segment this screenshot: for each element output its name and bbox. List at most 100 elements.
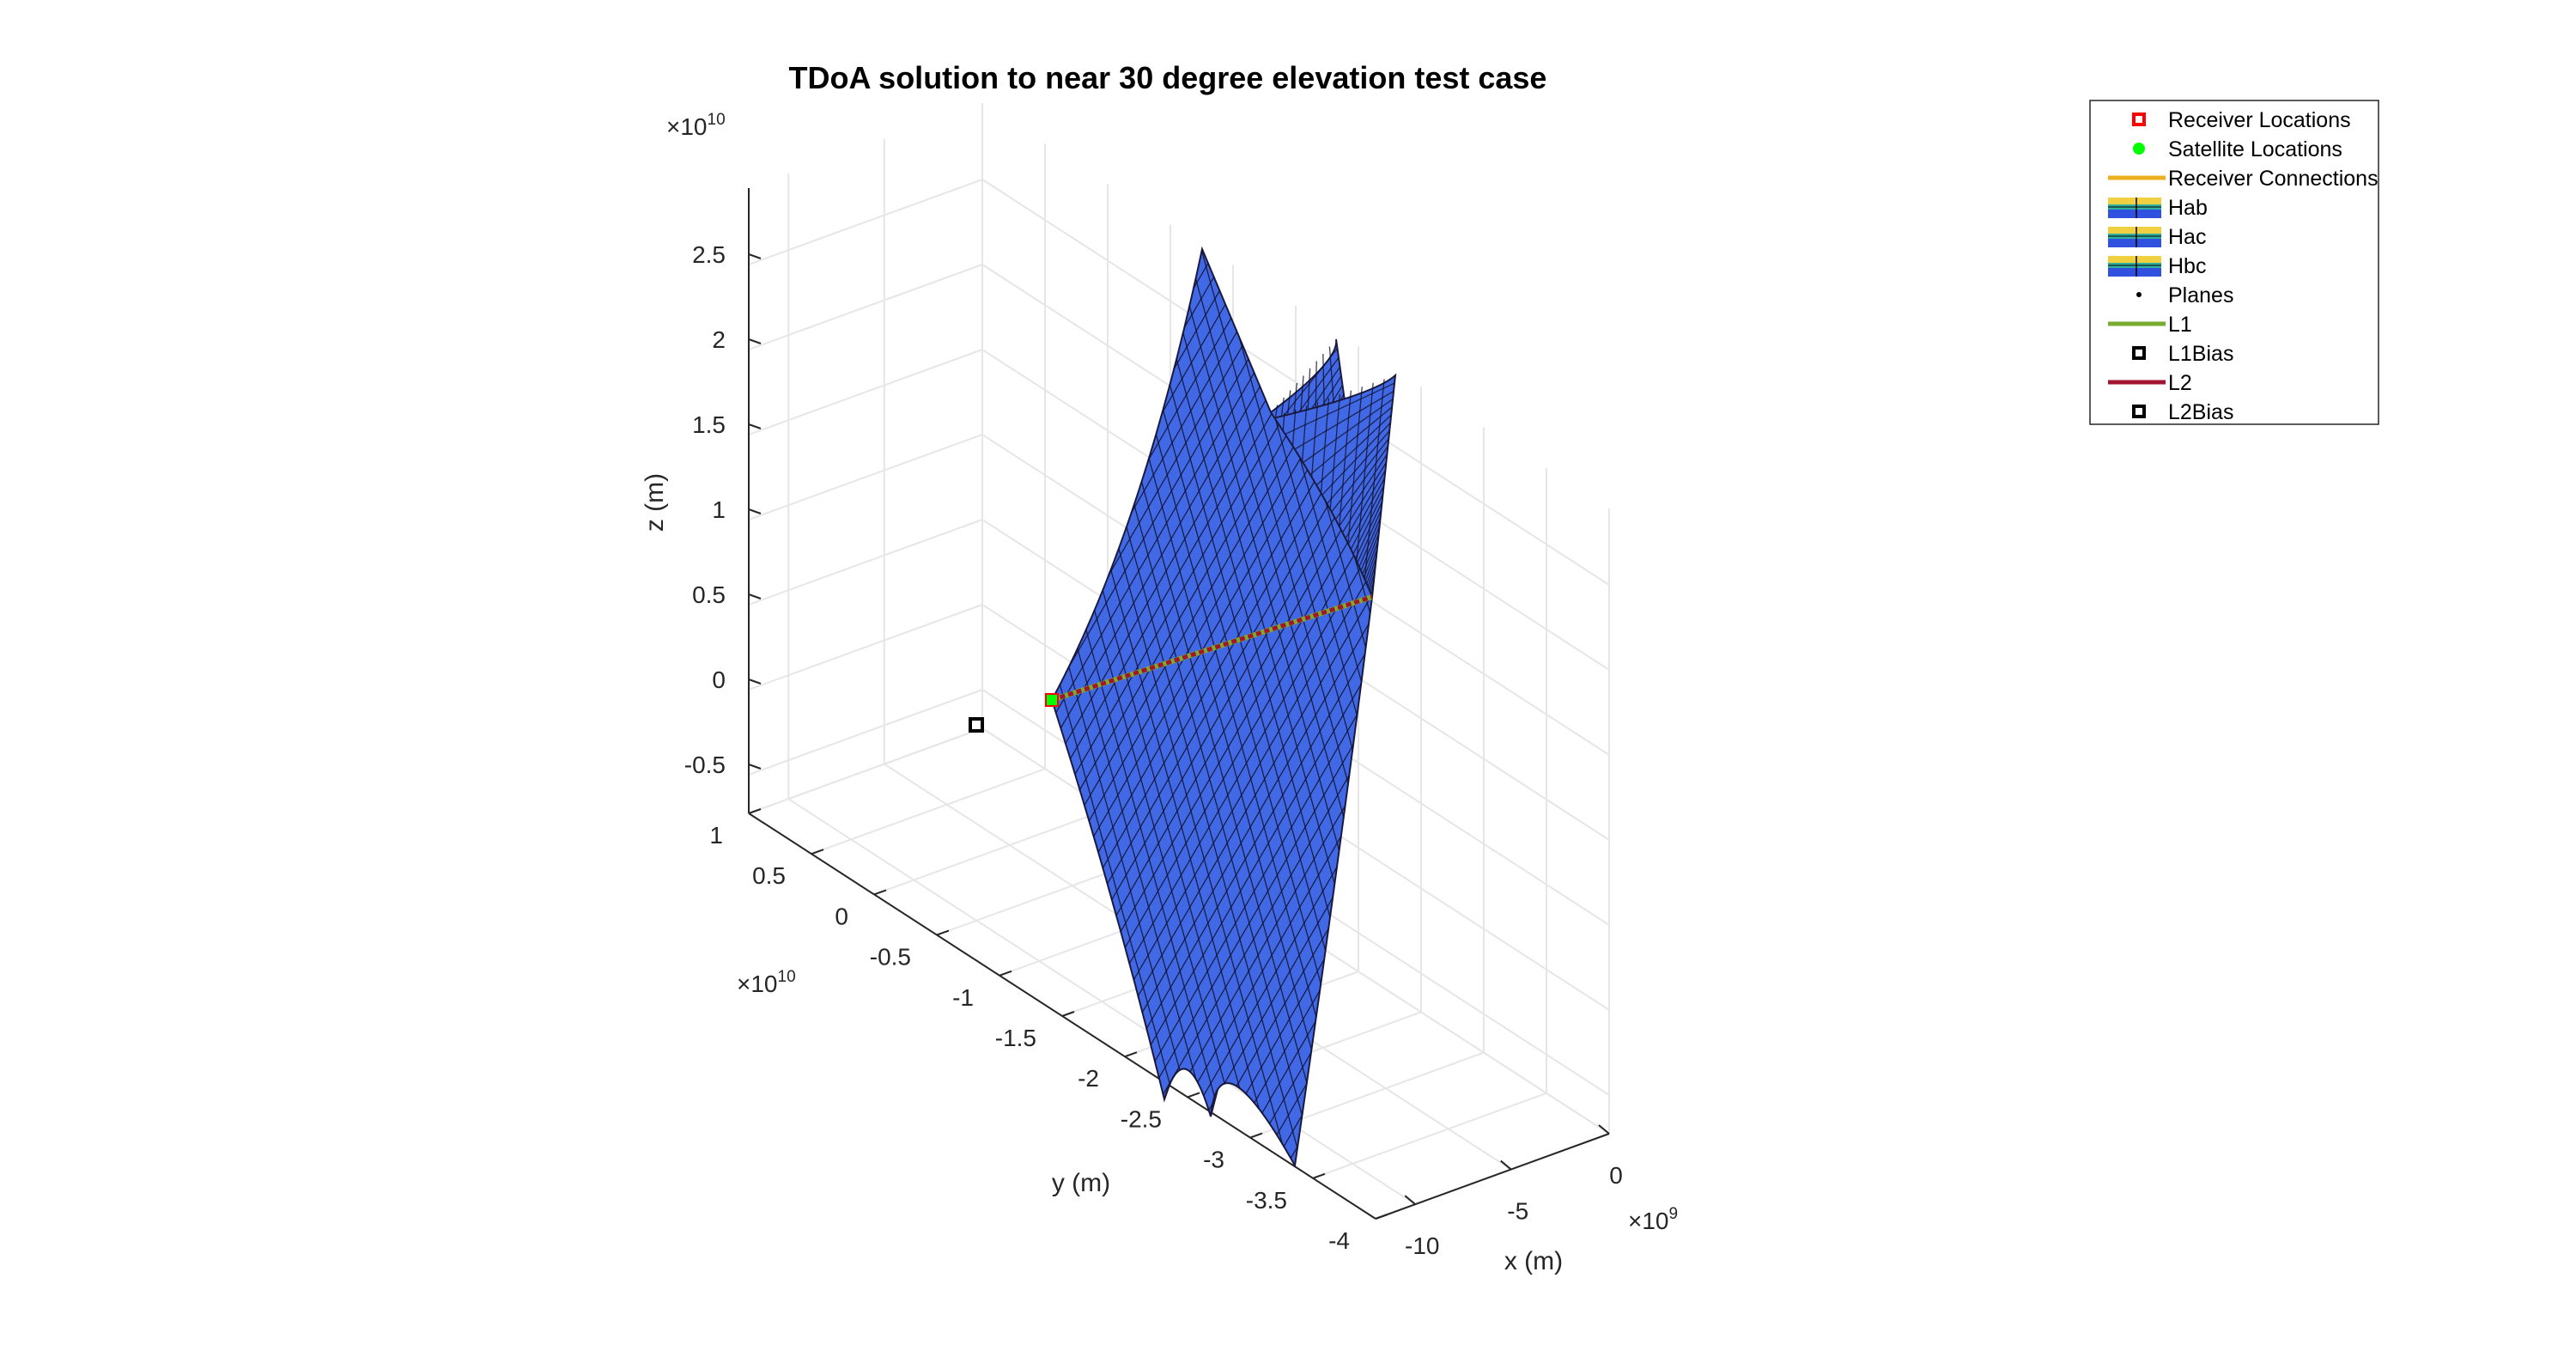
mesh-line <box>1052 249 1306 1165</box>
mesh-line <box>1604 215 1887 1245</box>
y-tick-mark <box>999 970 1012 977</box>
floor-grid-line <box>1312 1092 1547 1179</box>
z-tick-label: -0.5 <box>684 752 726 778</box>
mesh-line <box>1577 215 1860 1245</box>
mesh-line <box>1377 215 1978 1245</box>
mesh-line <box>1391 215 1992 1245</box>
z-tick-label: 0 <box>712 666 726 693</box>
mesh-line <box>560 215 843 1245</box>
mesh-line <box>429 215 1030 1245</box>
mesh-line <box>1570 215 2171 1245</box>
mesh-line <box>1508 215 1791 1245</box>
legend-label: Planes <box>2168 283 2233 307</box>
mesh-line <box>1439 215 1722 1245</box>
mesh-line <box>1052 249 1141 1165</box>
y-tick-label: -1 <box>952 984 974 1011</box>
legend-label: Hbc <box>2168 254 2206 278</box>
mesh-line <box>306 215 907 1245</box>
mesh-line <box>1335 249 1372 1165</box>
mesh-line <box>1487 215 2088 1245</box>
legend-label: Hab <box>2168 196 2208 220</box>
z-tick-mark <box>748 423 762 429</box>
legend-label: Receiver Locations <box>2168 108 2351 132</box>
mesh-line <box>1157 249 1372 1165</box>
receiver-marker <box>1045 693 1059 707</box>
y-tick-label: -0.5 <box>870 944 911 971</box>
mesh-line <box>374 215 975 1245</box>
mesh-line <box>1052 249 1270 1165</box>
mesh-line <box>532 215 816 1245</box>
mesh-line <box>1052 249 1372 1165</box>
legend-surface-icon <box>2108 210 2161 218</box>
mesh-line <box>1446 215 2047 1245</box>
x-tick-mark <box>1598 1124 1610 1135</box>
left-wall-grid-line <box>748 434 983 520</box>
x-axis-label: x (m) <box>1504 1247 1563 1275</box>
y-tick-label: -4 <box>1328 1227 1350 1254</box>
mesh-line <box>1184 249 1372 1165</box>
legend-label: L1Bias <box>2168 342 2233 366</box>
z-tick-mark <box>748 764 762 770</box>
mesh-line <box>1052 249 1091 1165</box>
legend-label: L2Bias <box>2168 400 2233 424</box>
mesh-line <box>1741 215 2025 1245</box>
y-tick-mark <box>1124 1051 1138 1058</box>
mesh-line <box>505 215 788 1245</box>
mesh-line <box>1052 249 1100 1165</box>
mesh-line <box>409 215 692 1245</box>
mesh-line <box>574 215 857 1245</box>
chart-title: TDoA solution to near 30 degree elevatio… <box>789 60 1547 95</box>
mesh-line <box>1052 249 1372 1165</box>
x-tick-label: -5 <box>1507 1198 1528 1225</box>
mesh-line <box>1052 249 1292 1165</box>
mesh-line <box>546 215 829 1245</box>
legend-marker-icon <box>2136 292 2142 297</box>
y-tick-mark <box>1061 1011 1075 1017</box>
mesh-line <box>1645 215 1929 1245</box>
z-tick-label: 2.5 <box>692 241 726 268</box>
mesh-line <box>587 215 871 1245</box>
left-wall-grid-line <box>748 689 983 776</box>
mesh-line <box>477 215 761 1245</box>
legend-surface-icon <box>2108 256 2161 263</box>
mesh-line <box>1177 249 1372 1165</box>
mesh-line <box>711 215 994 1245</box>
mesh-line <box>1198 249 1372 1165</box>
legend-label: Satellite Locations <box>2168 137 2342 161</box>
z-tick-mark <box>748 253 762 259</box>
floor-grid-line <box>787 798 1416 1206</box>
mesh-line <box>683 215 967 1245</box>
legend-label: Receiver Connections <box>2168 167 2379 191</box>
legend-marker-icon <box>2133 143 2145 155</box>
solution-lines <box>969 594 1373 733</box>
mesh-line <box>1686 215 1970 1245</box>
x-exponent-label: ×109 <box>1628 1205 1678 1234</box>
mesh-line <box>1052 249 1215 1165</box>
mesh-line <box>388 215 989 1245</box>
mesh-line <box>1501 215 2102 1245</box>
mesh-line <box>1370 249 1372 1165</box>
y-tick-mark <box>811 849 824 855</box>
y-tick-mark <box>1187 1092 1200 1098</box>
mesh-line <box>1556 215 2157 1245</box>
mesh-line <box>1321 249 1372 1165</box>
left-wall-grid-line <box>748 179 983 265</box>
mesh-line <box>1412 215 1695 1245</box>
mesh-line <box>1052 249 1372 1165</box>
mesh-line <box>223 215 824 1245</box>
mesh-line <box>1052 249 1279 1165</box>
mesh-line <box>1673 215 1956 1245</box>
l1bias-marker <box>969 717 984 733</box>
y-tick-label: -3 <box>1203 1147 1224 1173</box>
mesh-line <box>1074 249 1372 1165</box>
mesh-line <box>1052 249 1334 1165</box>
x-tick-label: 0 <box>1609 1162 1623 1189</box>
mesh-line <box>1052 249 1347 1165</box>
mesh-line <box>642 215 926 1245</box>
legend-label: Hac <box>2168 225 2206 249</box>
mesh-line <box>1494 215 1777 1245</box>
mesh-line <box>1405 215 2006 1245</box>
mesh-line <box>766 215 1049 1245</box>
x-tick-label: -10 <box>1405 1232 1439 1259</box>
